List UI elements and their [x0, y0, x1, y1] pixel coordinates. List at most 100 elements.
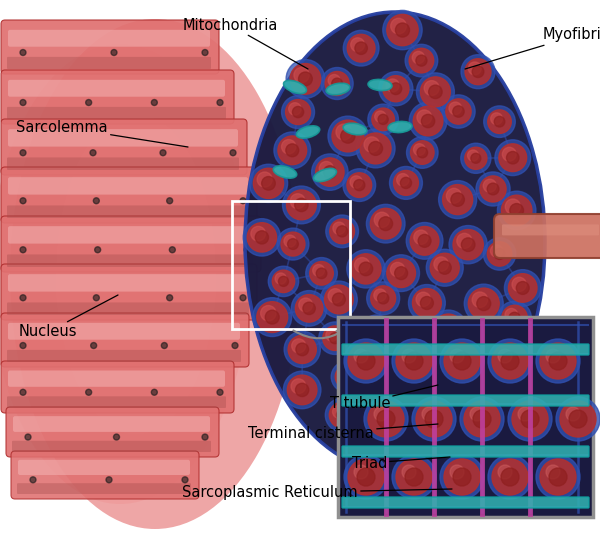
Circle shape [354, 179, 365, 191]
Ellipse shape [314, 168, 337, 182]
Circle shape [295, 198, 308, 212]
Circle shape [465, 59, 491, 85]
Ellipse shape [326, 83, 350, 95]
Circle shape [167, 295, 173, 301]
Circle shape [351, 254, 381, 284]
Circle shape [272, 270, 295, 293]
FancyBboxPatch shape [342, 446, 589, 457]
Circle shape [503, 341, 518, 358]
Circle shape [344, 455, 388, 499]
Circle shape [106, 477, 112, 483]
Circle shape [20, 295, 26, 301]
Circle shape [20, 342, 26, 348]
Circle shape [450, 465, 464, 479]
FancyBboxPatch shape [1, 70, 234, 124]
Circle shape [453, 106, 464, 117]
Circle shape [409, 48, 434, 73]
Circle shape [536, 455, 580, 499]
Circle shape [354, 349, 368, 363]
Circle shape [355, 442, 368, 456]
Circle shape [461, 55, 495, 89]
Circle shape [374, 407, 388, 421]
Circle shape [461, 238, 475, 252]
Circle shape [328, 289, 343, 303]
Circle shape [217, 389, 223, 395]
Circle shape [286, 144, 299, 157]
Circle shape [268, 266, 299, 296]
Circle shape [440, 455, 484, 499]
Ellipse shape [0, 44, 250, 504]
Circle shape [379, 72, 413, 106]
Circle shape [495, 140, 530, 176]
FancyBboxPatch shape [8, 226, 252, 243]
Bar [338, 317, 593, 517]
Circle shape [367, 322, 380, 335]
Circle shape [368, 414, 382, 427]
Circle shape [409, 102, 447, 140]
Circle shape [374, 289, 386, 301]
Circle shape [161, 342, 167, 348]
Circle shape [291, 379, 306, 394]
Circle shape [469, 350, 500, 381]
Circle shape [446, 99, 471, 124]
Circle shape [465, 147, 487, 170]
Circle shape [94, 198, 100, 204]
Circle shape [91, 342, 97, 348]
Circle shape [402, 349, 416, 363]
Circle shape [323, 326, 347, 351]
Circle shape [483, 179, 496, 192]
Circle shape [417, 110, 432, 125]
Circle shape [502, 305, 527, 331]
Circle shape [167, 198, 173, 204]
Circle shape [415, 432, 425, 442]
Text: Terminal cisterna: Terminal cisterna [248, 424, 438, 441]
Circle shape [311, 154, 348, 190]
Circle shape [383, 10, 422, 50]
Circle shape [408, 380, 442, 414]
Circle shape [299, 298, 313, 312]
Ellipse shape [296, 126, 320, 138]
Circle shape [257, 302, 287, 333]
Ellipse shape [18, 74, 238, 474]
Circle shape [494, 334, 535, 374]
FancyBboxPatch shape [8, 129, 238, 147]
Circle shape [439, 181, 476, 219]
Circle shape [484, 106, 515, 137]
Circle shape [498, 465, 512, 479]
FancyBboxPatch shape [8, 30, 210, 46]
Circle shape [416, 55, 427, 66]
Circle shape [357, 468, 375, 486]
Circle shape [329, 402, 355, 428]
FancyBboxPatch shape [7, 107, 226, 119]
Circle shape [474, 330, 486, 342]
Circle shape [451, 193, 464, 206]
Circle shape [556, 397, 600, 441]
Circle shape [418, 234, 431, 247]
Circle shape [512, 277, 526, 292]
Circle shape [407, 137, 438, 168]
Circle shape [452, 409, 484, 441]
Circle shape [463, 319, 497, 353]
Circle shape [429, 310, 467, 348]
FancyBboxPatch shape [1, 313, 249, 367]
Circle shape [359, 446, 371, 458]
Circle shape [451, 387, 463, 399]
Circle shape [386, 348, 402, 364]
Circle shape [512, 401, 548, 437]
FancyBboxPatch shape [342, 344, 589, 355]
Circle shape [405, 352, 423, 370]
Circle shape [30, 477, 36, 483]
Circle shape [325, 72, 349, 96]
Circle shape [253, 298, 292, 336]
Ellipse shape [245, 12, 545, 472]
Circle shape [450, 349, 464, 363]
Circle shape [347, 250, 385, 288]
Circle shape [343, 169, 376, 201]
Circle shape [294, 67, 309, 83]
Circle shape [360, 315, 394, 348]
Circle shape [499, 337, 530, 369]
Circle shape [480, 176, 506, 202]
Circle shape [444, 380, 476, 412]
Ellipse shape [10, 19, 300, 529]
Circle shape [488, 110, 511, 133]
